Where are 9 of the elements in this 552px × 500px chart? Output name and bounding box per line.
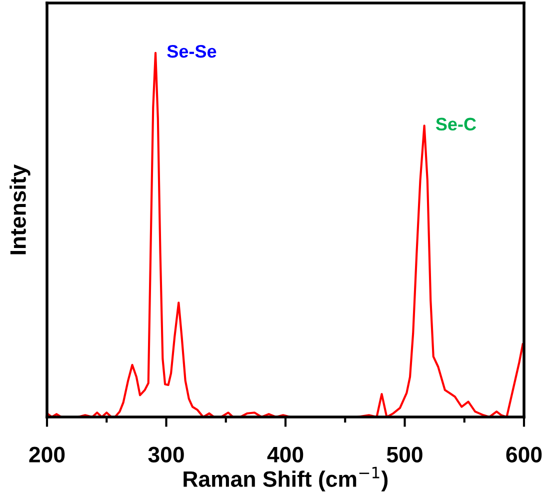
x-tick-label: 400 bbox=[267, 446, 304, 462]
y-axis-title: Intensity bbox=[10, 164, 30, 254]
x-axis-title: Raman Shift (cm$^{−1}$) bbox=[184, 466, 388, 492]
x-tick-label: 600 bbox=[506, 446, 542, 462]
annotation: Se-Se bbox=[167, 44, 216, 58]
annotation: Se-C bbox=[436, 118, 476, 131]
x-tick-label: 300 bbox=[148, 446, 184, 463]
x-tick-label: 200 bbox=[29, 446, 65, 462]
x-tick-label: 500 bbox=[386, 446, 422, 462]
